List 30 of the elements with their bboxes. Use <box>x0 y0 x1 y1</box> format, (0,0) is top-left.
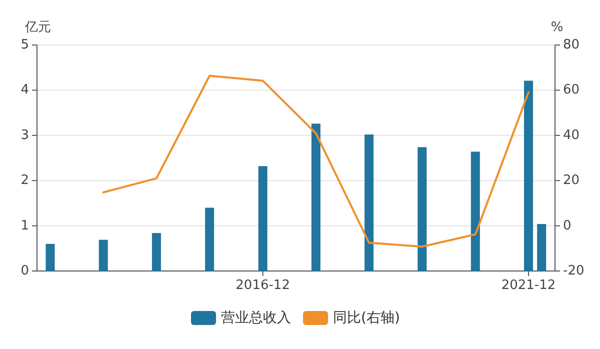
bar <box>98 240 108 271</box>
y2-tick-label: 20 <box>563 173 580 188</box>
y2-tick-label: -20 <box>563 264 584 278</box>
bar <box>46 244 55 271</box>
line-series <box>102 74 530 248</box>
y-axis-title: 亿元 <box>24 20 51 35</box>
bar <box>258 166 268 271</box>
legend-label: 同比(右轴) <box>333 310 400 326</box>
legend-label: 营业总收入 <box>221 310 291 326</box>
bar <box>152 233 161 271</box>
bar <box>205 208 214 271</box>
x-tick-label: 2016-12 <box>236 278 290 293</box>
y-tick-label: 4 <box>20 82 29 98</box>
y-tick-label: 3 <box>20 128 29 143</box>
y-tick-label: 0 <box>20 264 29 278</box>
y-tick-label: 1 <box>20 218 29 234</box>
y-tick-label: 5 <box>20 38 29 52</box>
y2-tick-label: 80 <box>563 38 580 52</box>
y2-axis-title: % <box>550 20 564 35</box>
y2-tick-label: 0 <box>563 218 572 234</box>
bar <box>418 147 427 271</box>
y2-tick-label: 40 <box>563 128 580 143</box>
bar <box>537 224 546 271</box>
x-tick-label: 2021-12 <box>501 278 556 293</box>
y-tick-label: 2 <box>20 173 29 188</box>
bar <box>470 152 480 271</box>
bar <box>524 80 534 271</box>
y2-tick-label: 60 <box>563 82 580 98</box>
bar <box>311 124 320 271</box>
bar <box>364 134 374 271</box>
